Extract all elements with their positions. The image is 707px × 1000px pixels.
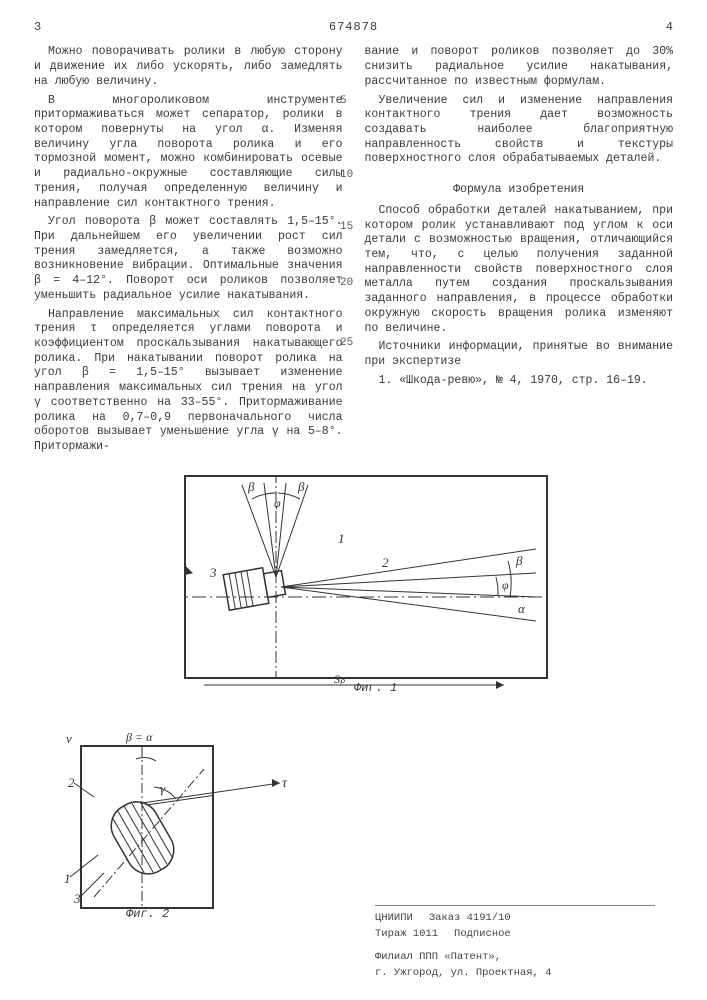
left-p1-text: Можно поворачивать ролики в любую сторон…	[34, 45, 343, 87]
footer-addr: г. Ужгород, ул. Проектная, 4	[375, 967, 655, 980]
fig2-v: v	[66, 731, 72, 746]
fig1-num2: 2	[382, 555, 389, 570]
right-p4-text: Источники информации, принятые во вниман…	[365, 340, 674, 368]
fig1-num1: 1	[338, 531, 345, 546]
right-column: вание и поворот роликов позволяет до 30%…	[365, 45, 674, 458]
page-number-right: 4	[633, 20, 673, 35]
figure-2-caption: Фиг. 2	[126, 907, 169, 922]
right-p1: вание и поворот роликов позволяет до 30%…	[365, 45, 674, 89]
left-p3-text: Угол поворота β может составлять 1,5–15°…	[34, 215, 343, 302]
right-p5-text: 1. «Шкода-ревю», № 4, 1970, стр. 16–19.	[379, 374, 648, 387]
fig2-gamma: γ	[160, 781, 166, 796]
left-p4: Направление максимальных сил контактного…	[34, 308, 343, 455]
figures-area: β β φ β φ α 1 2 3 n Sₚ Фиг. 1	[34, 475, 673, 905]
text-columns: Можно поворачивать ролики в любую сторон…	[34, 45, 673, 458]
right-p5: 1. «Шкода-ревю», № 4, 1970, стр. 16–19.	[365, 374, 674, 389]
right-p1-text: вание и поворот роликов позволяет до 30%…	[365, 45, 674, 87]
footer-branch: Филиал ППП «Патент»,	[375, 951, 655, 964]
document-number: 674878	[74, 20, 633, 35]
gutter-15: 15	[340, 222, 353, 233]
right-p2: Увеличение сил и изменение направления к…	[365, 94, 674, 168]
footer-order: Заказ 4191/10	[429, 912, 511, 925]
gutter-20: 20	[340, 278, 353, 289]
figure-2-labels: v β = α γ τ 2 1 3	[34, 725, 334, 925]
fig2-n2: 2	[68, 775, 75, 790]
left-p1: Можно поворачивать ролики в любую сторон…	[34, 45, 343, 89]
gutter-10: 10	[340, 170, 353, 181]
fig1-beta-right: β	[515, 553, 523, 568]
fig1-phi2: φ	[502, 578, 509, 592]
right-p4: Источники информации, принятые во вниман…	[365, 340, 674, 369]
fig2-tau: τ	[282, 776, 288, 791]
page-header: 3 674878 4	[34, 20, 673, 35]
footer-tirazh: Тираж 1011	[375, 928, 438, 941]
figure-1-frame: β β φ β φ α 1 2 3 n	[184, 475, 548, 679]
fig2-n1: 1	[64, 871, 71, 886]
fig1-beta1: β	[247, 479, 255, 494]
left-p2: В многороликовом инструменте притормажив…	[34, 94, 343, 212]
fig2-betaeq: β = α	[125, 730, 153, 744]
right-p3-text: Способ обработки деталей накатыванием, п…	[365, 204, 674, 335]
left-p2-text: В многороликовом инструменте притормажив…	[34, 94, 343, 210]
fig1-beta2-top: β	[297, 479, 305, 494]
fig2-n3: 3	[73, 891, 81, 906]
fig1-rotation-arrow	[186, 567, 192, 617]
page-number-left: 3	[34, 20, 74, 35]
fig1-phi1: φ	[274, 496, 281, 510]
footer-sign: Подписное	[454, 928, 511, 941]
footer-org: ЦНИИПИ	[375, 912, 413, 925]
right-p2-text: Увеличение сил и изменение направления к…	[365, 94, 674, 166]
patent-page: 3 674878 4 5 10 15 20 25 Можно поворачив…	[0, 0, 707, 1000]
fig1-alpha: α	[518, 601, 526, 616]
gutter-25: 25	[340, 338, 353, 349]
fig1-num3: 3	[209, 565, 217, 580]
gutter-5: 5	[340, 96, 347, 107]
right-p3: Способ обработки деталей накатыванием, п…	[365, 204, 674, 336]
figure-1-caption: Фиг. 1	[354, 681, 397, 696]
formula-title: Формула изобретения	[365, 183, 674, 198]
left-p4-text: Направление максимальных сил контактного…	[34, 308, 343, 453]
figure-1-svg: β β φ β φ α 1 2 3 n	[186, 477, 546, 677]
left-column: Можно поворачивать ролики в любую сторон…	[34, 45, 343, 458]
fig1-sp-label: Sₚ	[334, 675, 346, 686]
left-p3: Угол поворота β может составлять 1,5–15°…	[34, 215, 343, 303]
imprint-footer: ЦНИИПИ Заказ 4191/10 Тираж 1011 Подписно…	[375, 905, 655, 982]
